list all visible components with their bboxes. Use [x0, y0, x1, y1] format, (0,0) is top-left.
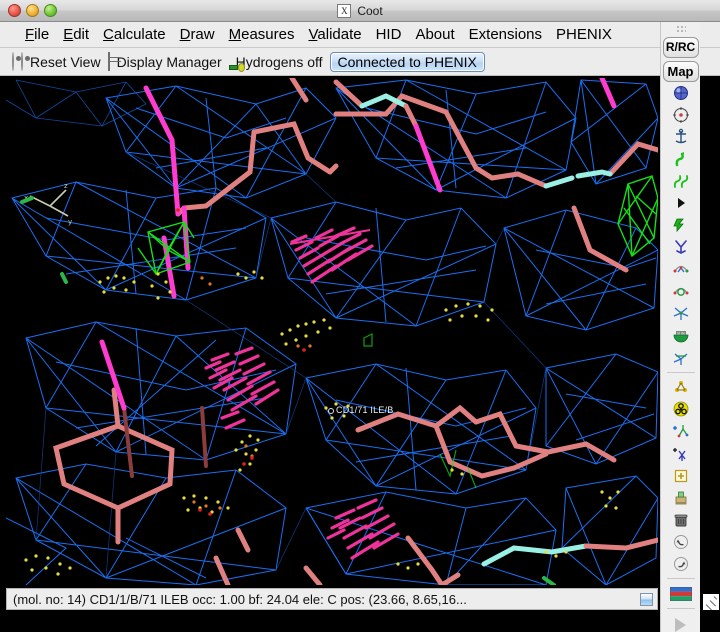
phenix-status-button[interactable]: Connected to PHENIX	[329, 51, 485, 72]
rigid-body-fit-icon[interactable]	[668, 259, 694, 280]
svg-text:x: x	[24, 194, 28, 202]
map-button[interactable]: Map	[662, 60, 699, 82]
ligand-green-small	[363, 333, 477, 489]
colour-bar-icon[interactable]	[668, 583, 694, 604]
add-atom-icon[interactable]	[668, 421, 694, 442]
tool-bar: Reset View Display Manager Hydrogens off…	[0, 48, 720, 76]
menu-bar: File Edit Calculate Draw Measures Valida…	[0, 22, 720, 48]
menu-validate[interactable]: Validate	[308, 26, 362, 43]
mesh-crosslinks	[35, 151, 547, 579]
ligand-green-mesh-right	[617, 175, 658, 258]
toolbar-divider-3	[666, 608, 695, 610]
ligand-green-mesh-left	[137, 221, 195, 275]
misc-green-bonds	[20, 196, 556, 585]
menu-about[interactable]: About	[415, 26, 455, 43]
side-chain-flip-icon[interactable]	[668, 171, 694, 192]
play-arrow-icon[interactable]	[675, 618, 686, 632]
atom-label: CD1/71 ILE/B	[336, 405, 394, 415]
menu-calculate[interactable]: Calculate	[103, 26, 166, 43]
delete-atom-icon[interactable]	[668, 443, 694, 464]
hydrogens-toggle-button[interactable]: Hydrogens off	[235, 53, 323, 70]
rotamer-icon[interactable]	[668, 237, 694, 258]
magenta-bonds	[99, 78, 617, 411]
minimize-button[interactable]	[26, 4, 39, 17]
selected-atom-marker	[328, 408, 334, 414]
status-indicator-square[interactable]	[640, 593, 653, 606]
window-title-area: X Coot	[0, 0, 720, 22]
zoom-button[interactable]	[44, 4, 57, 17]
scene-svg: z x y	[6, 78, 658, 585]
status-text: (mol. no: 14) CD1/1/B/71 ILEB occ: 1.00 …	[13, 591, 467, 607]
window-resize-grip[interactable]	[703, 594, 719, 610]
arrow-next-icon[interactable]	[668, 193, 694, 214]
undo-icon[interactable]	[668, 531, 694, 552]
svg-text:y: y	[68, 218, 72, 226]
menu-draw[interactable]: Draw	[179, 26, 215, 43]
title-bar: X Coot	[0, 0, 720, 22]
status-bar: (mol. no: 14) CD1/1/B/71 ILEB occ: 1.00 …	[6, 588, 658, 610]
menu-file[interactable]: File	[25, 26, 50, 43]
torsion-general-icon[interactable]	[668, 303, 694, 324]
menu-hid[interactable]: HID	[375, 26, 402, 43]
trash-delete-icon[interactable]	[668, 509, 694, 530]
reset-view-button[interactable]: Reset View	[30, 53, 101, 70]
menu-edit[interactable]: Edit	[63, 26, 90, 43]
right-toolbar: R/RC Map	[660, 22, 700, 632]
flip-peptide-icon[interactable]	[668, 149, 694, 170]
map-sphere-icon[interactable]: SI de	[668, 325, 694, 346]
menu-phenix[interactable]: PHENIX	[556, 26, 612, 43]
menu-measures[interactable]: Measures	[228, 26, 295, 43]
window-controls	[8, 4, 57, 17]
protein-bonds	[53, 78, 658, 585]
window-title: Coot	[357, 4, 383, 18]
x11-app-icon: X	[337, 4, 352, 18]
display-manager-icon[interactable]	[107, 51, 110, 71]
regularize-zone-icon[interactable]	[668, 281, 694, 302]
contact-dots	[24, 208, 620, 576]
r-rc-button[interactable]: R/RC	[662, 36, 699, 58]
target-centre-icon[interactable]	[668, 105, 694, 126]
biohazard-delete-icon[interactable]	[668, 399, 694, 420]
redo-icon[interactable]	[668, 553, 694, 574]
toolbar-drag-handle[interactable]	[675, 25, 686, 34]
toolbar-divider-2	[666, 578, 695, 580]
anchor-rotate-translate-icon[interactable]	[668, 127, 694, 148]
sphere-refine-icon[interactable]	[668, 83, 694, 104]
svg-text:z: z	[64, 182, 68, 190]
toolbar-divider-1	[666, 372, 695, 373]
svg-text:SI de: SI de	[677, 332, 685, 336]
add-plus-box-icon[interactable]	[668, 465, 694, 486]
reset-view-icon-b[interactable]	[21, 51, 23, 71]
add-terminal-residue-icon[interactable]	[668, 377, 694, 398]
molecular-graphics-canvas[interactable]: z x y	[6, 78, 658, 585]
display-manager-button[interactable]: Display Manager	[116, 53, 222, 70]
auto-fit-rotamer-icon[interactable]	[668, 215, 694, 236]
ramachandran-restraints-icon[interactable]	[668, 347, 694, 368]
reset-view-icon-a[interactable]	[12, 51, 14, 71]
menu-extensions[interactable]: Extensions	[468, 26, 543, 43]
close-button[interactable]	[8, 4, 21, 17]
helix-ribbons	[204, 226, 400, 560]
paste-water-icon[interactable]	[668, 487, 694, 508]
